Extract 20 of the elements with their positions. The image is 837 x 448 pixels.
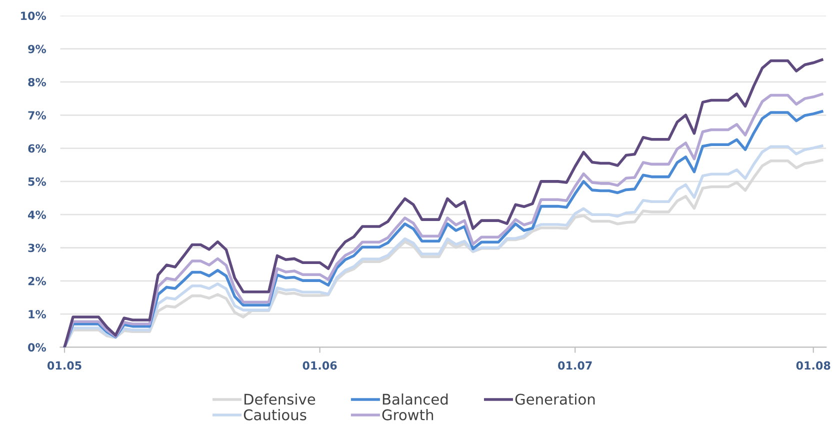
legend-label: Growth — [382, 409, 434, 420]
y-tick-label: 10% — [21, 12, 46, 20]
y-tick-label: 3% — [28, 244, 46, 252]
x-tick-label: 01.05 — [47, 361, 82, 370]
x-tick-label: 01.08 — [796, 361, 830, 370]
legend-label: Balanced — [382, 393, 448, 405]
x-tick-label: 01.06 — [302, 361, 337, 370]
legend-label: Cautious — [244, 409, 306, 420]
y-tick-label: 9% — [28, 44, 46, 54]
y-tick-label: 7% — [28, 111, 46, 120]
y-tick-label: 2% — [28, 276, 46, 286]
y-tick-label: 0% — [28, 343, 46, 352]
y-tick-label: 8% — [28, 78, 46, 86]
y-tick-label: 5% — [28, 177, 46, 186]
y-tick-label: 6% — [28, 144, 46, 153]
x-tick-label: 01.07 — [558, 361, 592, 370]
legend-label: Generation — [515, 393, 595, 405]
legend-label: Defensive — [244, 393, 316, 405]
y-tick-label: 4% — [28, 210, 46, 219]
y-tick-label: 1% — [28, 310, 46, 318]
